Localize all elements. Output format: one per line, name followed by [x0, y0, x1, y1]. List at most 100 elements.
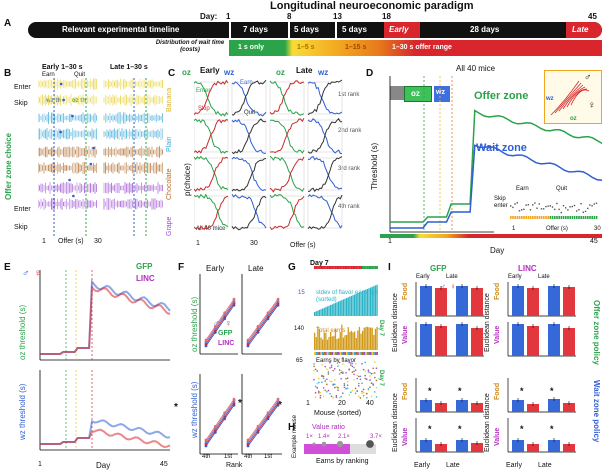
c-subplot-frame [269, 157, 305, 191]
d-raster-dot [567, 209, 569, 211]
g-flavor-dot [370, 382, 373, 384]
i-star-4: * [550, 386, 554, 396]
e-x1: 1 [38, 461, 42, 468]
g-flavor-dot [332, 369, 334, 372]
panel-i-letter: I [388, 262, 391, 273]
f-line [205, 404, 235, 447]
d-raster-tick [527, 216, 530, 219]
g-flavor-dot [366, 396, 368, 399]
c-curve-skip [307, 194, 343, 230]
c-rank-3: 3rd rank [338, 166, 361, 172]
g-strip [347, 266, 350, 269]
g-flavor-dot [340, 371, 342, 374]
d-inset-arrow [562, 86, 586, 110]
d-raster-tick [589, 216, 591, 219]
earn-dot [71, 114, 74, 118]
g-total-bar [330, 332, 332, 350]
g-flavor-strip [354, 352, 356, 355]
i-bar [563, 287, 575, 316]
g-flavor-strip [314, 352, 316, 355]
i-bar [563, 403, 575, 412]
g-flavor-dot [351, 365, 354, 368]
e-male: ♂ [22, 268, 30, 279]
f-line [205, 398, 235, 441]
g-total-bar [368, 327, 370, 350]
i-bar [512, 440, 524, 452]
c-curve-skip [231, 195, 267, 231]
e-wz-ylabel: wz threshold (s) [18, 383, 27, 440]
g-sd-bar [314, 312, 316, 316]
g-sd-bar [373, 286, 375, 316]
g-flavor-strip [363, 352, 366, 355]
g-strip [373, 266, 375, 269]
d-raster-tick [558, 216, 560, 219]
day-tick-18: 18 [382, 12, 391, 21]
tick-divider [335, 22, 337, 38]
g-flavor-strip [346, 352, 348, 355]
b-quit: Quit [74, 72, 86, 78]
g-flavor-dot [346, 384, 349, 386]
g-flavor-dot [367, 371, 370, 373]
i-early-gfp: Early [416, 274, 430, 280]
g-flavor-dot [358, 382, 360, 385]
d-raster-dot [540, 208, 543, 210]
g-flavor-dot [313, 369, 315, 372]
f-r4-early: 4th [202, 454, 211, 460]
g-flavor-strip [330, 352, 332, 355]
g-flavor-dot [338, 373, 341, 375]
h-ylabel: Example mouse [292, 414, 298, 458]
g-flavor-dot [356, 377, 358, 380]
g-flavor-dot [329, 367, 331, 369]
g-total-bar [354, 331, 356, 350]
c-early: Early [200, 66, 220, 75]
g-total-bar [339, 331, 341, 350]
g-sd-bar [326, 306, 329, 316]
d-raster-tick [518, 216, 521, 219]
c-subplot-frame [307, 119, 343, 153]
f-line [247, 298, 279, 341]
b-early-title: Early 1–30 s [42, 64, 83, 71]
h-dot [366, 440, 374, 448]
f-gfp: GFP [218, 330, 233, 337]
d-oz-box [404, 86, 432, 102]
g-flavor-dot [322, 375, 325, 378]
g-flavor-dot [318, 381, 320, 384]
f-male: ♂ [213, 318, 220, 328]
g-flavor-dot [353, 379, 355, 381]
g-flavor-dot [334, 383, 336, 386]
f-r1-early: 1st [224, 454, 233, 460]
i-bar [456, 440, 468, 452]
g-strip [341, 266, 343, 269]
c-all-mice: All 40 mice [196, 226, 226, 232]
i-x-late-gfp: Late [446, 462, 460, 469]
d-oz-line [390, 109, 603, 223]
i-bar [563, 328, 575, 356]
g-flavor-dot [330, 380, 333, 383]
d-raster-tick [523, 216, 525, 219]
h-xlabel: Earns by ranking [316, 458, 369, 465]
g-total-bar [365, 327, 367, 350]
c-subplot-frame [231, 157, 267, 191]
g-flavor-dot [372, 384, 374, 386]
i-x-late-linc: Late [538, 462, 552, 469]
i-late-gfp: Late [446, 274, 458, 280]
g-flavor-dot [327, 373, 330, 375]
g-flavor-dot [319, 391, 322, 394]
i-bar [420, 286, 432, 316]
c-subplot-frame [269, 195, 305, 229]
g-sd-bar [365, 289, 367, 316]
d-raster-tick [587, 216, 589, 219]
d-raster-dot [536, 207, 538, 209]
d-raster-dot [580, 202, 582, 205]
g-flavor-dot [327, 371, 330, 373]
d-raster-tick [514, 216, 516, 219]
range-1s: 1 s only [238, 44, 265, 51]
c-curve-enter [231, 81, 267, 117]
f-star-early: * [238, 398, 242, 409]
d-raster-dot [587, 207, 589, 210]
earn-dot [59, 130, 62, 134]
i-bar [435, 403, 447, 412]
c-late: Late [296, 66, 313, 75]
g-flavor-strip [373, 352, 375, 355]
d-raster-group [510, 202, 598, 219]
